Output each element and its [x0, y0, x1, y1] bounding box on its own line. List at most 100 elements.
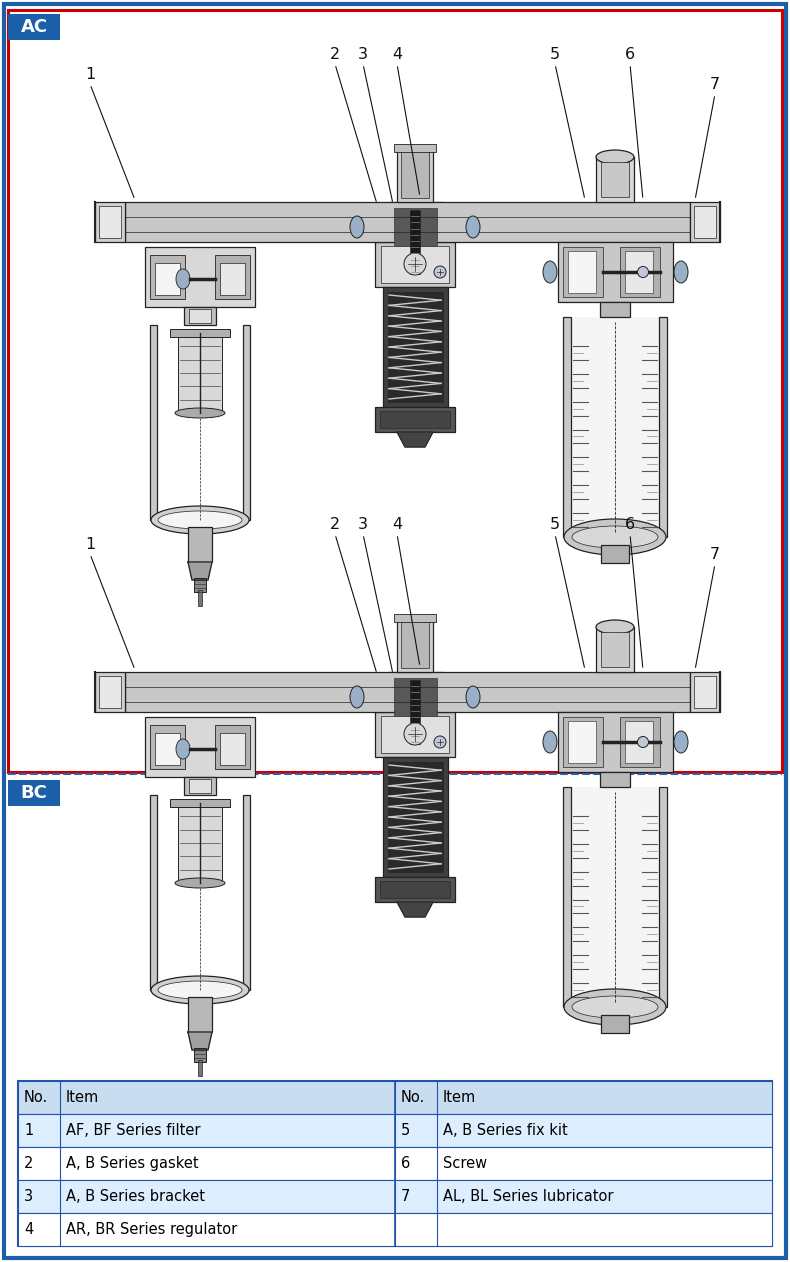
Bar: [601, 162, 629, 197]
Bar: [563, 247, 603, 297]
Bar: [95, 671, 125, 712]
Text: 6: 6: [625, 517, 635, 533]
Text: AL, BL Series lubricator: AL, BL Series lubricator: [443, 1189, 614, 1204]
Bar: [401, 151, 429, 198]
Bar: [95, 202, 125, 242]
Text: BC: BC: [21, 784, 47, 801]
Text: 2: 2: [330, 517, 340, 533]
Bar: [625, 251, 653, 293]
Bar: [601, 1015, 629, 1034]
Ellipse shape: [151, 506, 249, 534]
Bar: [397, 146, 433, 202]
Bar: [150, 724, 185, 769]
Bar: [568, 721, 596, 764]
Bar: [383, 286, 448, 408]
Bar: [563, 717, 603, 767]
Bar: [8, 780, 60, 806]
Bar: [381, 246, 449, 283]
Bar: [394, 208, 437, 276]
Ellipse shape: [404, 723, 426, 745]
Text: AF, BF Series filter: AF, BF Series filter: [66, 1123, 201, 1138]
Ellipse shape: [176, 740, 190, 758]
Bar: [600, 302, 630, 317]
Ellipse shape: [158, 981, 242, 1000]
Ellipse shape: [175, 878, 225, 888]
Bar: [383, 757, 448, 877]
Polygon shape: [397, 432, 433, 447]
Text: 7: 7: [401, 1189, 410, 1204]
Text: 4: 4: [24, 1222, 33, 1237]
Bar: [596, 627, 634, 671]
Bar: [189, 309, 211, 323]
Ellipse shape: [564, 989, 666, 1025]
Ellipse shape: [350, 687, 364, 708]
Bar: [178, 803, 222, 883]
Text: Screw: Screw: [443, 1156, 487, 1171]
Bar: [394, 144, 436, 151]
Text: 2: 2: [24, 1156, 33, 1171]
Bar: [375, 712, 455, 757]
Ellipse shape: [596, 620, 634, 634]
Ellipse shape: [564, 519, 666, 555]
Bar: [401, 621, 429, 668]
Bar: [220, 733, 245, 765]
Bar: [243, 795, 250, 989]
Ellipse shape: [572, 526, 658, 548]
Bar: [380, 411, 450, 428]
Bar: [18, 1082, 395, 1114]
Bar: [694, 676, 716, 708]
Bar: [690, 202, 720, 242]
Text: 3: 3: [358, 517, 368, 533]
Bar: [125, 202, 690, 242]
Bar: [18, 1213, 395, 1246]
Bar: [194, 1047, 206, 1063]
Bar: [18, 1147, 395, 1180]
Bar: [188, 528, 212, 562]
Bar: [600, 772, 630, 787]
Bar: [8, 14, 60, 40]
Text: 4: 4: [392, 47, 402, 62]
Bar: [375, 877, 455, 902]
Text: 3: 3: [358, 47, 368, 62]
Bar: [395, 1180, 772, 1213]
Ellipse shape: [434, 266, 446, 278]
Ellipse shape: [350, 216, 364, 239]
Bar: [99, 206, 121, 239]
Bar: [394, 678, 437, 746]
Ellipse shape: [404, 252, 426, 275]
Polygon shape: [188, 1032, 212, 1050]
Text: 4: 4: [392, 517, 402, 533]
Bar: [380, 881, 450, 899]
Bar: [394, 615, 436, 622]
Bar: [170, 799, 230, 806]
Bar: [18, 1180, 395, 1213]
Text: 1: 1: [85, 538, 95, 551]
Ellipse shape: [638, 266, 649, 278]
Ellipse shape: [158, 511, 242, 529]
Text: Item: Item: [443, 1090, 476, 1106]
Bar: [397, 617, 433, 671]
Bar: [145, 717, 255, 777]
Bar: [125, 671, 690, 712]
Bar: [198, 1060, 202, 1076]
Ellipse shape: [572, 996, 658, 1018]
Bar: [558, 242, 673, 302]
Bar: [155, 733, 180, 765]
Bar: [395, 1114, 772, 1147]
Bar: [188, 997, 212, 1032]
Bar: [596, 156, 634, 202]
Bar: [571, 787, 659, 1007]
Bar: [220, 262, 245, 295]
Ellipse shape: [466, 216, 480, 239]
Text: 5: 5: [401, 1123, 410, 1138]
Bar: [620, 717, 660, 767]
Bar: [184, 307, 216, 326]
Bar: [395, 1082, 772, 1114]
Bar: [243, 326, 250, 520]
Text: 7: 7: [710, 546, 720, 562]
Text: A, B Series gasket: A, B Series gasket: [66, 1156, 198, 1171]
Text: A, B Series bracket: A, B Series bracket: [66, 1189, 205, 1204]
Text: 6: 6: [401, 1156, 410, 1171]
Text: 1: 1: [85, 67, 95, 82]
Text: No.: No.: [24, 1090, 48, 1106]
